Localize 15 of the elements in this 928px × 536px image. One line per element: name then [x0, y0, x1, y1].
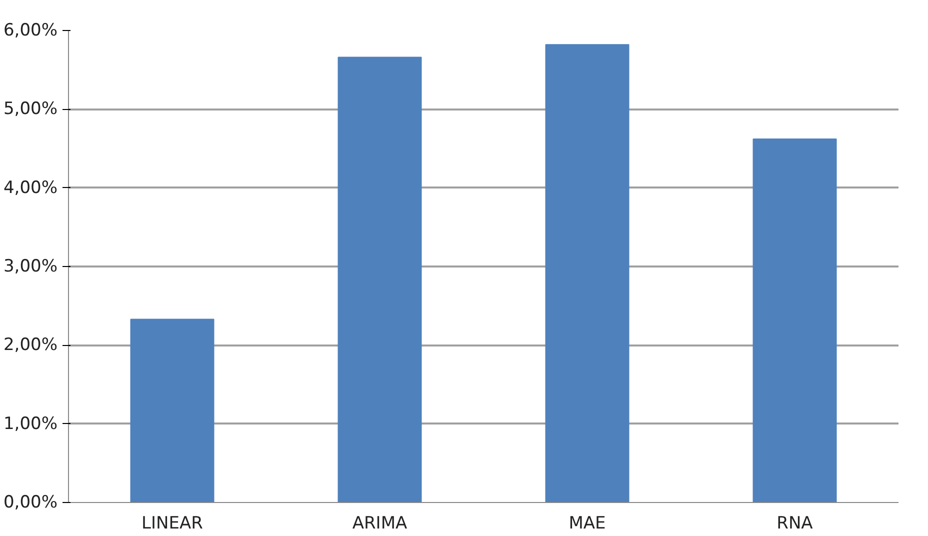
y-tick-label: 5,00% — [3, 99, 58, 120]
bar — [338, 56, 422, 502]
y-tick-label: 4,00% — [3, 178, 58, 198]
bar — [545, 44, 630, 502]
y-tick-label: 0,00% — [3, 492, 58, 512]
y-tick-label: 1,00% — [3, 414, 58, 434]
bar — [130, 318, 214, 502]
x-tick-label: ARIMA — [352, 514, 408, 534]
x-tick-label: RNA — [776, 514, 814, 534]
bar — [752, 138, 837, 502]
y-tick-label: 2,00% — [3, 335, 58, 356]
y-tick-label: 3,00% — [3, 256, 58, 276]
x-tick-label: MAE — [568, 514, 606, 534]
x-tick-label: LINEAR — [142, 514, 204, 534]
y-tick-label: 6,00% — [3, 20, 58, 40]
